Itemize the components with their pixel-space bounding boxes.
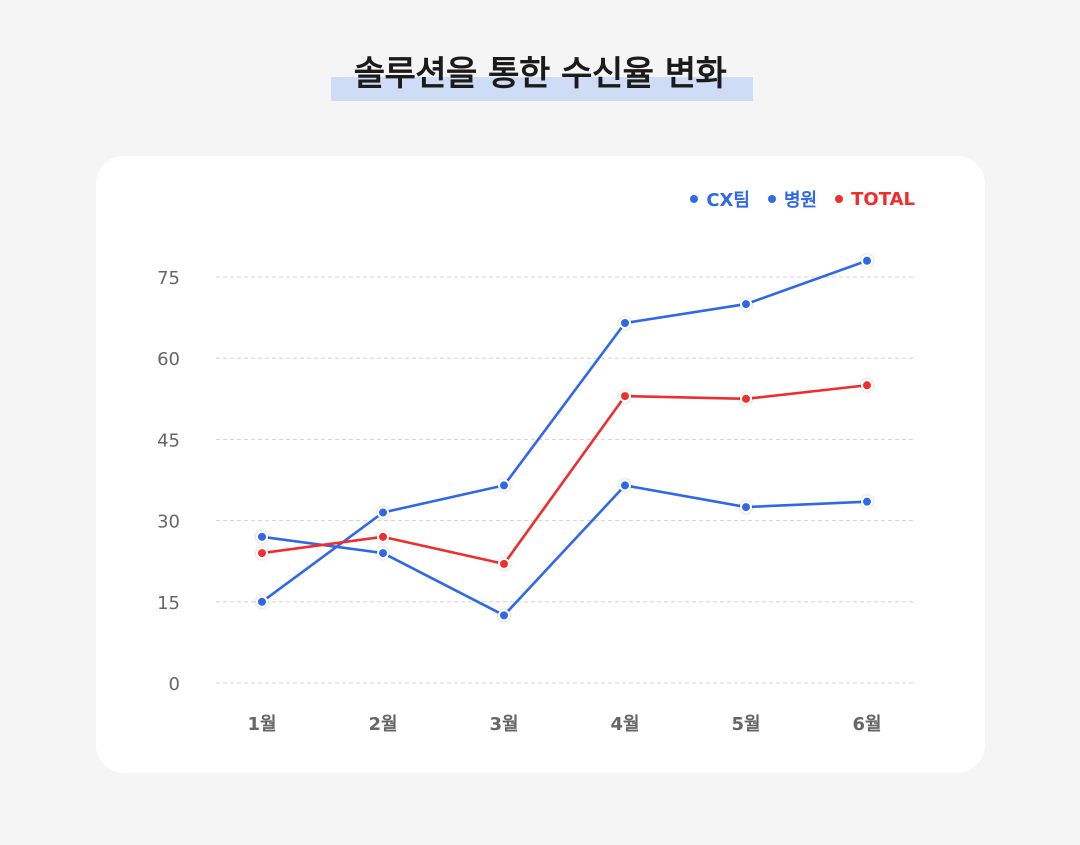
data-point: [740, 501, 752, 514]
legend: CX팀 병원 TOTAL: [690, 186, 915, 212]
legend-label-hospital: 병원: [784, 190, 818, 211]
data-point: [861, 254, 873, 267]
legend-dot-hospital: [768, 195, 776, 203]
y-tick-label: 15: [157, 593, 180, 614]
x-tick-label: 4월: [610, 714, 639, 735]
x-tick-label: 3월: [489, 714, 518, 735]
data-point: [377, 530, 389, 543]
series-lines: [261, 259, 868, 617]
data-point: [619, 317, 631, 330]
data-point: [498, 557, 510, 570]
y-tick-label: 30: [157, 512, 180, 533]
y-tick-label: 0: [169, 674, 180, 695]
chart-card: CX팀 병원 TOTAL 0 15 30 45 60 75 1월 2월 3월 4월 5월 6월: [96, 156, 985, 773]
legend-item-hospital: 병원: [768, 186, 817, 212]
series-line: [261, 259, 868, 603]
data-point: [377, 547, 389, 560]
x-tick-label: 2월: [368, 714, 397, 735]
data-point: [498, 479, 510, 492]
data-point: [377, 506, 389, 519]
legend-dot-cx: [690, 195, 699, 203]
data-point: [740, 298, 752, 311]
series-line: [261, 484, 868, 617]
line-chart: 0 15 30 45 60 75 1월 2월 3월 4월 5월 6월: [157, 254, 916, 735]
data-point: [498, 609, 510, 622]
data-point: [619, 390, 631, 403]
y-tick-label: 75: [157, 268, 180, 289]
y-tick-label: 45: [157, 430, 180, 451]
legend-label-total: TOTAL: [851, 188, 915, 210]
series-points: [256, 254, 873, 622]
legend-dot-total: [835, 195, 844, 203]
legend-item-total: TOTAL: [835, 189, 915, 210]
series-line: [261, 383, 868, 566]
data-point: [861, 495, 873, 508]
data-point: [861, 379, 873, 392]
legend-label-cx: CX팀: [706, 190, 750, 211]
x-tick-label: 5월: [731, 714, 760, 735]
data-point: [256, 595, 268, 608]
title-highlight: [331, 77, 753, 101]
grid-layer: [216, 276, 916, 684]
x-tick-labels: 1월 2월 3월 4월 5월 6월: [247, 714, 881, 735]
x-tick-label: 1월: [247, 714, 276, 735]
y-tick-labels: 0 15 30 45 60 75: [157, 268, 180, 695]
page-title: 솔루션을 통한 수신율 변화: [353, 54, 727, 94]
data-point: [740, 392, 752, 405]
x-tick-label: 6월: [852, 714, 881, 735]
data-point: [256, 530, 268, 543]
y-tick-label: 60: [157, 349, 180, 370]
data-point: [619, 479, 631, 492]
legend-item-cx: CX팀: [690, 186, 750, 212]
data-point: [256, 547, 268, 560]
